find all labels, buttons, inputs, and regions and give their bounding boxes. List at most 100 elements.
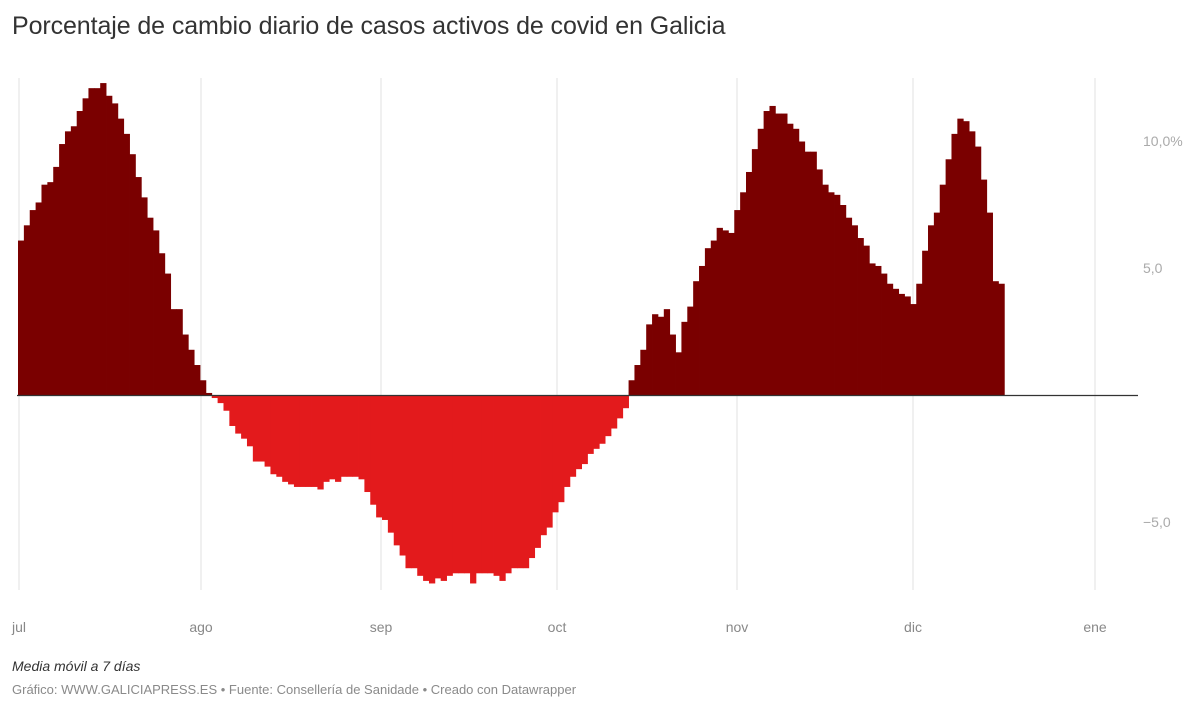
bar (945, 159, 952, 396)
bar (446, 395, 453, 576)
bar (587, 395, 594, 454)
bar (147, 217, 154, 396)
bar (657, 316, 665, 396)
bar (317, 395, 324, 490)
x-tick-nov: nov (725, 619, 749, 635)
bar (434, 395, 442, 579)
bar (70, 126, 78, 396)
bar (417, 395, 424, 576)
bar (922, 250, 929, 396)
bar (41, 184, 48, 396)
bar (939, 184, 947, 396)
bar (816, 169, 823, 396)
bar (898, 293, 905, 396)
x-tick-dic: dic (904, 619, 922, 635)
bar (863, 245, 870, 396)
bar (217, 395, 224, 404)
bar (681, 321, 688, 396)
bar (857, 238, 864, 396)
bar (693, 281, 700, 396)
bar (376, 395, 383, 518)
bar (76, 111, 83, 396)
bar (628, 380, 635, 396)
bar (241, 395, 248, 439)
bar (311, 395, 318, 487)
bar (176, 309, 183, 396)
bar (452, 395, 459, 574)
bar (845, 217, 853, 396)
bar (182, 334, 189, 396)
bar (141, 197, 148, 396)
bar (699, 265, 706, 396)
bar (528, 395, 536, 559)
bar (405, 395, 412, 569)
bar (751, 149, 759, 396)
bar (129, 154, 136, 396)
bar (775, 113, 782, 396)
bar (552, 395, 559, 513)
bar (804, 151, 811, 396)
bar (704, 248, 712, 396)
bar (910, 304, 917, 396)
bar (387, 395, 395, 533)
bar (358, 395, 365, 480)
bar (916, 283, 923, 396)
bar (205, 392, 213, 396)
bar (675, 352, 682, 396)
bar (834, 194, 841, 396)
bar (652, 314, 659, 396)
bar (792, 128, 800, 396)
bar (264, 395, 271, 467)
bar (106, 95, 113, 396)
bar (616, 395, 624, 419)
bar (464, 395, 471, 574)
bar (716, 227, 723, 396)
bar (881, 273, 888, 396)
bar (980, 179, 988, 396)
chart-source: Gráfico: WWW.GALICIAPRESS.ES • Fuente: C… (12, 682, 577, 697)
bar (663, 309, 671, 396)
bar (164, 273, 172, 396)
bar (798, 141, 806, 396)
x-tick-jul: jul (12, 619, 27, 635)
bar (634, 365, 641, 396)
bar (123, 133, 130, 396)
bar (546, 395, 553, 528)
bar (458, 395, 465, 574)
bar (928, 225, 935, 396)
bar (640, 349, 647, 396)
bar (59, 144, 66, 396)
bar (293, 395, 301, 487)
y-tick-label: −5,0 (1143, 513, 1171, 530)
bar (734, 210, 741, 396)
bar (475, 395, 483, 574)
bar (810, 151, 817, 396)
x-tick-oct: oct (547, 619, 567, 635)
bar (223, 395, 230, 411)
bar (505, 395, 512, 574)
bar (200, 380, 207, 396)
bar (53, 166, 60, 396)
bar (487, 395, 494, 574)
bar (270, 395, 277, 475)
bar (969, 131, 976, 396)
bar (335, 395, 342, 482)
bar (82, 98, 89, 396)
x-tick-sep: sep (369, 619, 393, 635)
bar (646, 324, 653, 396)
bar (605, 395, 612, 437)
bar-series (18, 83, 1005, 584)
bar (153, 230, 160, 396)
bar (869, 263, 876, 396)
bar (522, 395, 530, 569)
bar (904, 296, 911, 396)
x-tick-ago: ago (189, 619, 213, 635)
bar (411, 395, 418, 569)
bar (382, 395, 389, 520)
bar (340, 395, 348, 477)
bar (158, 253, 166, 396)
bar (282, 395, 289, 482)
bar (194, 365, 201, 396)
bar (957, 118, 964, 396)
